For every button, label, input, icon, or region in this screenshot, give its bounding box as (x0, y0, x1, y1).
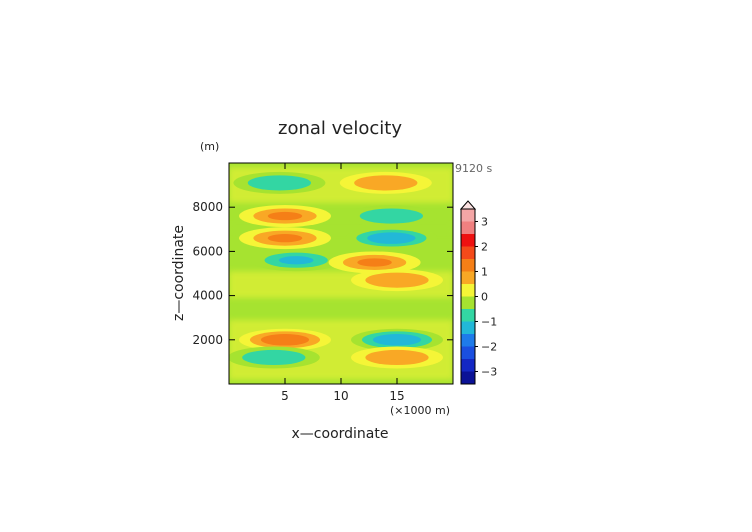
y-tick-label: 6000 (192, 244, 223, 258)
y-tick-label: 8000 (192, 200, 223, 214)
colorbar-segment (461, 359, 475, 372)
colorbar-tick-label: 2 (481, 241, 488, 254)
time-label: 9120 s (455, 162, 492, 175)
colorbar-segment (461, 309, 475, 322)
contour-band (229, 224, 453, 234)
contour-feature (328, 251, 421, 274)
contour-level (357, 258, 392, 267)
y-tick-label: 2000 (192, 333, 223, 347)
contour-level (242, 349, 306, 366)
x-tick-label: 15 (389, 389, 404, 403)
y-unit-label: (m) (200, 140, 219, 153)
colorbar-segment (461, 209, 475, 222)
colorbar-segment (461, 271, 475, 284)
colorbar-extend-arrow (459, 200, 477, 210)
colorbar-segment (461, 284, 475, 297)
contour-features (229, 171, 443, 369)
y-axis-label: z—coordinate (171, 225, 187, 321)
colorbar-segment (461, 296, 475, 309)
contour-feature (233, 171, 326, 194)
chart-title: zonal velocity (278, 118, 402, 139)
colorbar-tick-label: 0 (481, 291, 488, 304)
contour-feature (239, 205, 331, 228)
contour-feature (239, 328, 331, 351)
contour-feature (339, 171, 432, 194)
contour-level (372, 334, 422, 346)
colorbar-segment (461, 234, 475, 247)
colorbar-segment (461, 259, 475, 272)
contour-level (260, 334, 310, 346)
x-tick-label: 10 (333, 389, 348, 403)
colorbar-segment (461, 346, 475, 359)
contour-feature (345, 205, 438, 228)
contour-level (267, 234, 303, 243)
colorbar-segment (461, 221, 475, 234)
contour-feature (351, 328, 443, 351)
plot-area (229, 163, 453, 384)
colorbar-tick-label: 1 (481, 266, 488, 279)
contour-feature (351, 269, 443, 292)
contour-feature (239, 227, 331, 250)
contour-level (367, 232, 416, 244)
contour-level (354, 175, 418, 191)
colorbar-segment (461, 371, 475, 384)
x-tick-label: 5 (281, 389, 289, 403)
y-tick-label: 4000 (192, 289, 223, 303)
contour-level (267, 211, 303, 221)
x-axis-ticks: 5 10 15 (281, 163, 405, 403)
colorbar-segment (461, 334, 475, 347)
y-axis-ticks: 2000 4000 6000 8000 (192, 200, 453, 347)
contour-level (278, 256, 314, 265)
colorbar-tick-label: −1 (481, 316, 497, 329)
colorbar-tick-label: −3 (481, 366, 497, 379)
colorbar-tick-label: −2 (481, 341, 497, 354)
contour-level (247, 175, 312, 191)
colorbar-segment (461, 321, 475, 334)
colorbar-tick-label: 3 (481, 216, 488, 229)
contour-feature (250, 249, 343, 272)
contour-level (359, 208, 424, 224)
contour-feature (229, 346, 320, 369)
contour-level (365, 349, 429, 366)
contour-feature (345, 227, 438, 250)
colorbar: 3 2 1 0 −1 −2 −3 (459, 200, 497, 385)
contour-feature (351, 346, 443, 369)
x-unit-label: (×1000 m) (390, 404, 450, 417)
x-axis-label: x—coordinate (292, 426, 389, 442)
colorbar-segment (461, 246, 475, 259)
contour-level (365, 272, 429, 288)
